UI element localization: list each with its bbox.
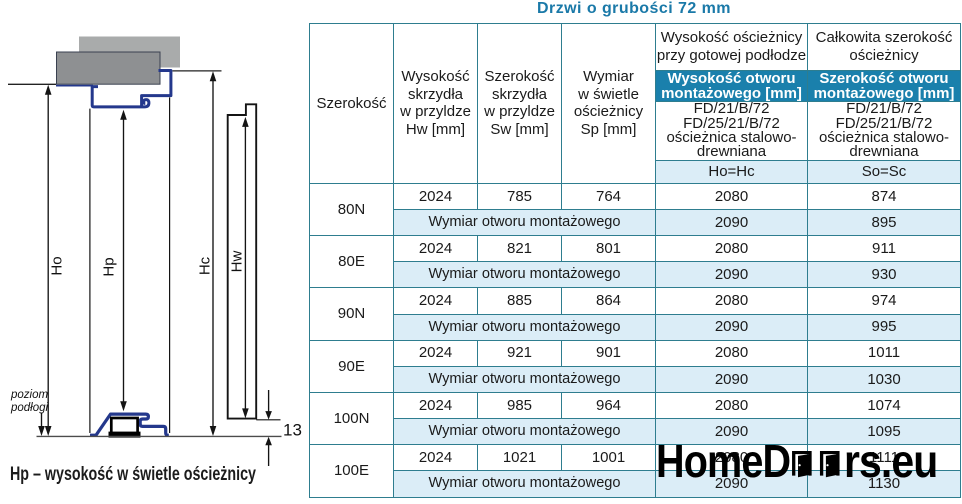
svg-text:podłogi: podłogi	[10, 402, 49, 414]
svg-text:Hc: Hc	[197, 256, 214, 275]
svg-text:poziom: poziom	[10, 389, 48, 401]
svg-text:13: 13	[283, 421, 302, 440]
svg-text:Hp: Hp	[101, 257, 118, 276]
svg-text:Hp – wysokość w świetle oścież: Hp – wysokość w świetle ościeżnicy	[10, 464, 256, 485]
svg-text:Ho: Ho	[49, 256, 66, 275]
svg-text:Hw: Hw	[229, 251, 246, 273]
